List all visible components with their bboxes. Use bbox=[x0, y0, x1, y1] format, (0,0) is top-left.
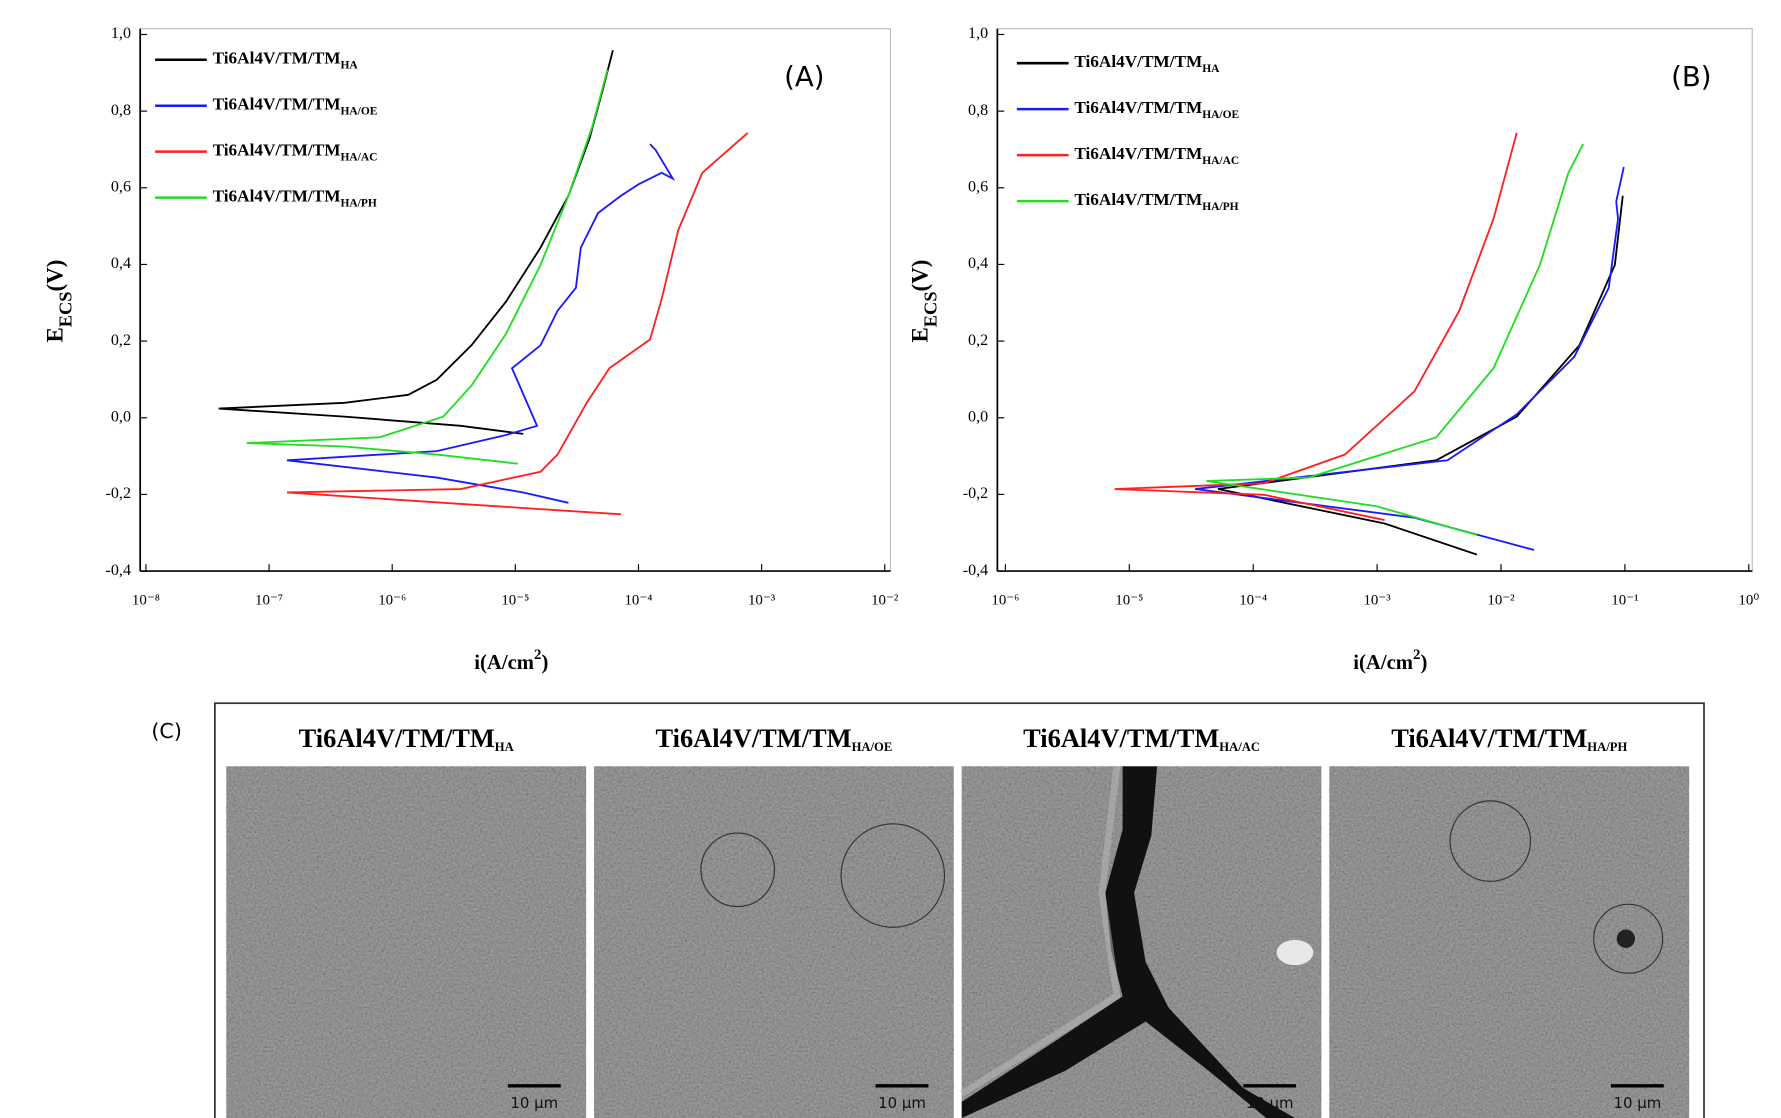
x-tick-label: 10⁻³ bbox=[1363, 592, 1391, 608]
scale-bar-label: 10 µm bbox=[1613, 1094, 1661, 1112]
y-tick-label: -0,4 bbox=[963, 562, 988, 579]
x-tick-label: 10⁻² bbox=[1487, 592, 1515, 608]
micrograph-title: Ti6Al4V/TM/TMHA/PH bbox=[1391, 723, 1627, 754]
panel-label: (C) bbox=[151, 719, 182, 743]
series-line bbox=[286, 132, 749, 516]
series-line bbox=[246, 69, 609, 465]
scale-bar-label: 10 µm bbox=[510, 1094, 558, 1112]
crack bbox=[961, 766, 1295, 1118]
panel-label: (B) bbox=[1671, 60, 1711, 93]
y-tick-label: 0,0 bbox=[968, 408, 988, 425]
x-tick-label: 10⁻⁶ bbox=[378, 592, 406, 608]
micrograph-texture bbox=[226, 766, 587, 1118]
y-tick-label: 0,4 bbox=[968, 255, 988, 272]
y-tick-label: 0,0 bbox=[111, 408, 131, 425]
micrograph-texture bbox=[594, 766, 954, 1118]
y-tick-label: -0,2 bbox=[106, 485, 131, 502]
micrograph-title: Ti6Al4V/TM/TMHA/AC bbox=[1023, 723, 1260, 754]
x-tick-label: 10⁻³ bbox=[748, 592, 776, 608]
legend-label: Ti6Al4V/TM/TMHA/PH bbox=[213, 187, 377, 210]
legend-label: Ti6Al4V/TM/TMHA/OE bbox=[1074, 98, 1239, 121]
x-tick-label: 10⁻⁵ bbox=[501, 592, 529, 608]
y-tick-label: 0,8 bbox=[111, 102, 131, 119]
y-tick-label: 0,8 bbox=[968, 102, 988, 119]
pit-outline bbox=[700, 832, 776, 908]
series-line bbox=[286, 143, 676, 504]
pit bbox=[1616, 929, 1636, 948]
y-tick-label: 0,4 bbox=[111, 255, 131, 272]
panel-label: (A) bbox=[784, 60, 824, 93]
legend-label: Ti6Al4V/TM/TMHA/OE bbox=[213, 95, 378, 118]
legend-label: Ti6Al4V/TM/TMHA/AC bbox=[1074, 144, 1239, 167]
micrograph-frame bbox=[214, 702, 1705, 1118]
crack-halo bbox=[959, 765, 1121, 1097]
y-axis-label: EECS(V) bbox=[43, 260, 76, 343]
legend-label: Ti6Al4V/TM/TMHA/PH bbox=[1074, 190, 1238, 213]
pit-outline bbox=[1593, 903, 1664, 974]
x-tick-label: 10⁻⁸ bbox=[132, 592, 160, 608]
x-tick-label: 10⁻⁵ bbox=[1115, 592, 1143, 608]
x-tick-label: 10⁻⁶ bbox=[991, 592, 1019, 608]
y-axis-label: EECS(V) bbox=[908, 260, 941, 343]
legend-label: Ti6Al4V/TM/TMHA bbox=[1074, 52, 1220, 75]
legend-label: Ti6Al4V/TM/TMHA/AC bbox=[213, 141, 378, 164]
y-tick-label: 1,0 bbox=[968, 25, 988, 42]
x-tick-label: 10⁻⁴ bbox=[624, 592, 652, 608]
y-tick-label: -0,4 bbox=[106, 562, 131, 579]
pit-outline bbox=[1449, 800, 1532, 882]
series-line bbox=[1114, 132, 1518, 521]
series-line bbox=[1206, 143, 1584, 536]
x-tick-label: 10⁻⁷ bbox=[255, 592, 283, 608]
y-tick-label: 0,6 bbox=[968, 178, 988, 195]
y-tick-label: 0,2 bbox=[111, 332, 131, 349]
pit-outline bbox=[840, 823, 946, 928]
x-axis-label: i(A/cm2) bbox=[1353, 648, 1427, 674]
x-tick-label: 10⁻¹ bbox=[1611, 592, 1638, 608]
micrograph-texture bbox=[1329, 766, 1690, 1118]
x-tick-label: 10⁻² bbox=[871, 592, 899, 608]
series-line bbox=[218, 49, 614, 435]
y-tick-label: 0,2 bbox=[968, 332, 988, 349]
x-tick-label: 10⁰ bbox=[1738, 592, 1759, 608]
y-tick-label: 1,0 bbox=[111, 25, 131, 42]
scale-bar-label: 10 µm bbox=[878, 1094, 926, 1112]
x-tick-label: 10⁻⁴ bbox=[1239, 592, 1267, 608]
micrograph-title: Ti6Al4V/TM/TMHA bbox=[299, 723, 515, 754]
micrograph-title: Ti6Al4V/TM/TMHA/OE bbox=[655, 723, 892, 754]
x-axis-label: i(A/cm2) bbox=[474, 648, 548, 674]
series-line bbox=[1217, 195, 1624, 556]
scale-bar-label: 10 µm bbox=[1246, 1094, 1294, 1112]
y-tick-label: 0,6 bbox=[111, 178, 131, 195]
legend-label: Ti6Al4V/TM/TMHA bbox=[213, 49, 359, 72]
particle bbox=[1276, 939, 1314, 966]
y-tick-label: -0,2 bbox=[963, 485, 988, 502]
